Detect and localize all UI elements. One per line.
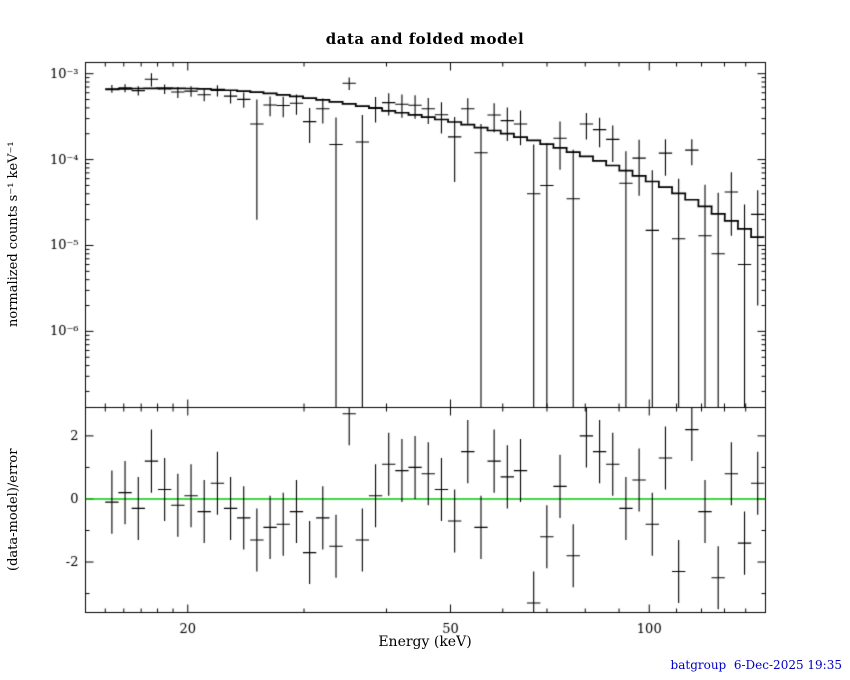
x-axis-label: Energy (keV) <box>378 634 472 650</box>
y-axis-label-counts: normalized counts s⁻¹ keV⁻¹ <box>6 141 21 328</box>
y-axis-label-residuals: (data-model)/error <box>6 448 21 571</box>
chart-title: data and folded model <box>325 30 525 48</box>
plot-footer: batgroup 6-Dec-2025 19:35 <box>670 658 842 672</box>
